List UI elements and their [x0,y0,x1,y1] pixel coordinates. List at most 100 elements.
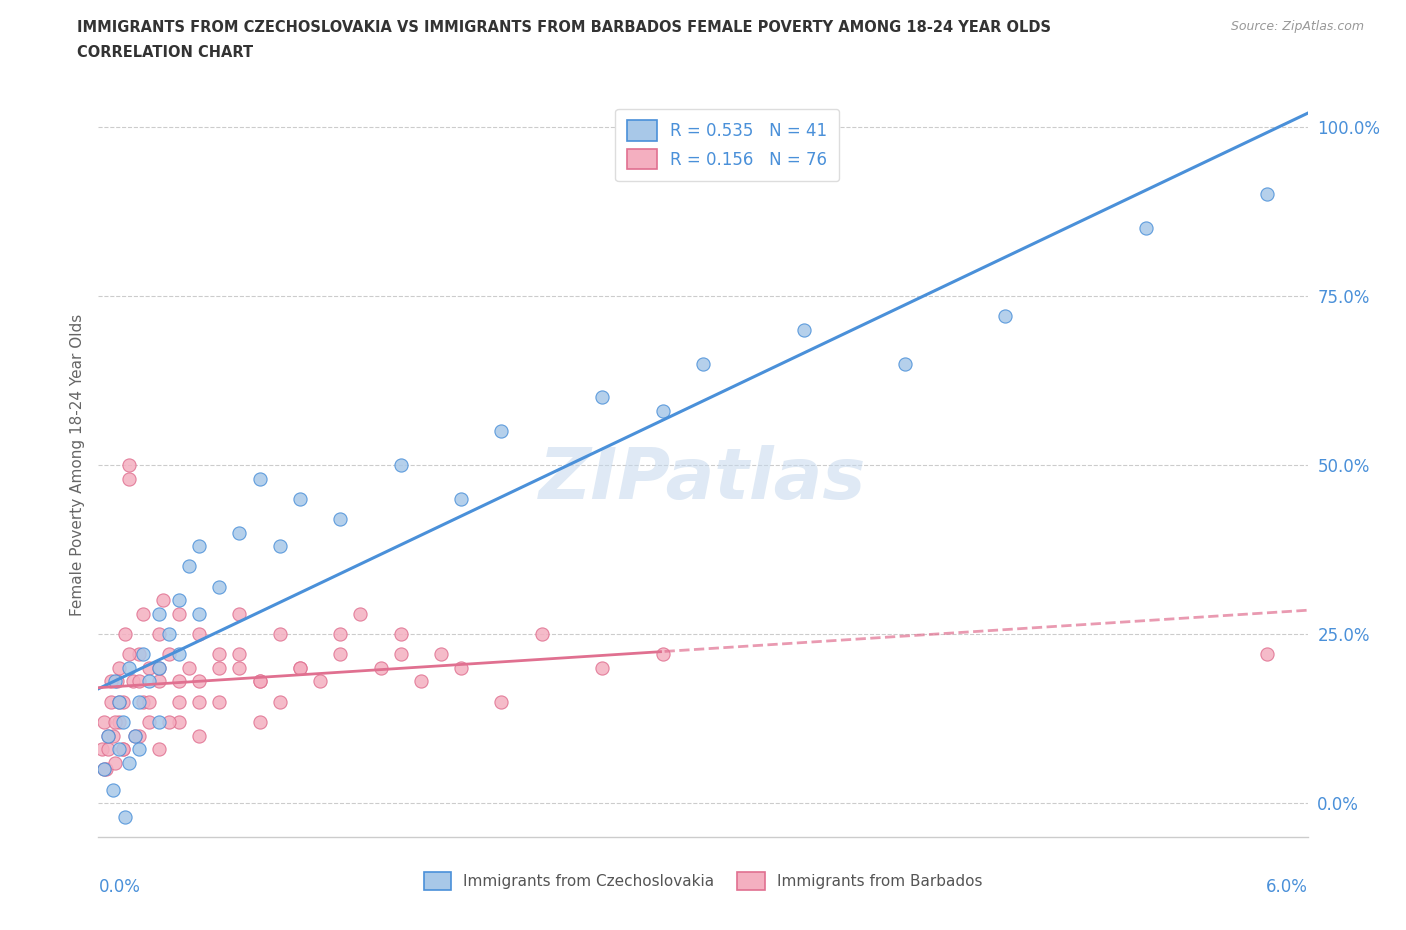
Point [148,627,170,642]
Point [167,674,190,689]
Point [179,559,201,574]
Point [309,674,332,689]
Point [591,660,613,675]
Point [128,728,150,743]
Point [269,695,291,710]
Point [994,309,1017,324]
Point [269,538,291,553]
Text: IMMIGRANTS FROM CZECHOSLOVAKIA VS IMMIGRANTS FROM BARBADOS FEMALE POVERTY AMONG : IMMIGRANTS FROM CZECHOSLOVAKIA VS IMMIGR… [77,20,1052,35]
Point [491,695,513,710]
Point [249,674,271,689]
Point [128,741,150,756]
Point [132,606,155,621]
Text: 6.0%: 6.0% [1265,878,1308,896]
Point [430,647,453,662]
Point [188,674,211,689]
Point [208,579,231,594]
Point [692,356,714,371]
Point [249,472,271,486]
Point [152,592,174,607]
Point [101,728,124,743]
Point [157,647,180,662]
Point [118,755,141,770]
Point [97,728,120,743]
Point [105,674,128,689]
Point [118,472,141,486]
Point [138,695,160,710]
Point [793,323,815,338]
Point [97,741,120,756]
Point [128,695,150,710]
Point [148,714,170,729]
Point [530,627,553,642]
Point [111,695,134,710]
Point [329,647,352,662]
Point [118,660,141,675]
Point [128,674,150,689]
Point [167,714,190,729]
Point [103,674,125,689]
Point [188,728,211,743]
Point [249,674,271,689]
Point [132,647,155,662]
Point [179,660,201,675]
Point [138,660,160,675]
Point [167,592,190,607]
Point [118,458,141,472]
Point [111,714,134,729]
Point [389,458,412,472]
Point [450,491,472,506]
Point [329,627,352,642]
Point [93,762,115,777]
Point [409,674,432,689]
Point [100,674,122,689]
Point [188,627,211,642]
Point [389,647,412,662]
Point [370,660,392,675]
Point [188,538,211,553]
Point [188,606,211,621]
Point [651,404,673,418]
Point [91,741,114,756]
Point [138,674,160,689]
Point [114,627,136,642]
Text: 0.0%: 0.0% [98,878,141,896]
Point [450,660,472,675]
Point [118,647,141,662]
Point [107,660,129,675]
Point [208,695,231,710]
Point [111,741,134,756]
Point [124,728,146,743]
Point [103,714,125,729]
Point [138,714,160,729]
Point [128,647,150,662]
Point [228,647,250,662]
Point [269,627,291,642]
Point [491,424,513,439]
Point [1135,220,1157,235]
Point [288,660,311,675]
Point [100,695,122,710]
Text: CORRELATION CHART: CORRELATION CHART [77,45,253,60]
Point [93,762,115,777]
Point [97,728,120,743]
Point [121,674,143,689]
Point [148,660,170,675]
Point [249,714,271,729]
Point [893,356,915,371]
Point [228,660,250,675]
Point [124,728,146,743]
Point [208,660,231,675]
Point [228,606,250,621]
Point [167,647,190,662]
Text: Source: ZipAtlas.com: Source: ZipAtlas.com [1230,20,1364,33]
Point [96,762,118,777]
Point [114,809,136,824]
Point [111,741,134,756]
Point [103,755,125,770]
Point [93,714,115,729]
Point [107,714,129,729]
Point [148,606,170,621]
Point [148,660,170,675]
Point [167,695,190,710]
